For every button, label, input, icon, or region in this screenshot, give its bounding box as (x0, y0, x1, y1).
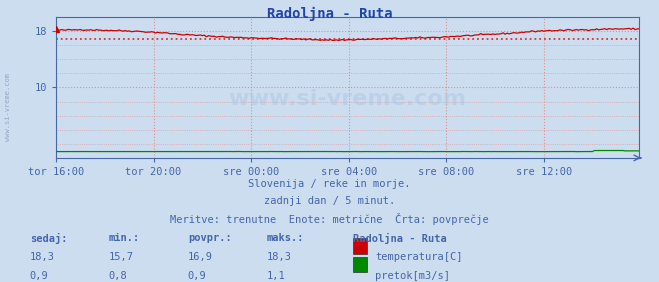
Text: Slovenija / reke in morje.: Slovenija / reke in morje. (248, 179, 411, 189)
Text: povpr.:: povpr.: (188, 233, 231, 243)
Text: zadnji dan / 5 minut.: zadnji dan / 5 minut. (264, 196, 395, 206)
Text: 18,3: 18,3 (30, 252, 55, 262)
Text: Meritve: trenutne  Enote: metrične  Črta: povprečje: Meritve: trenutne Enote: metrične Črta: … (170, 213, 489, 225)
Text: maks.:: maks.: (267, 233, 304, 243)
Text: Radoljna - Ruta: Radoljna - Ruta (267, 7, 392, 21)
Text: 0,8: 0,8 (109, 271, 127, 281)
Text: 0,9: 0,9 (30, 271, 48, 281)
Text: www.si-vreme.com: www.si-vreme.com (229, 89, 467, 109)
Text: www.si-vreme.com: www.si-vreme.com (5, 73, 11, 141)
Text: 1,1: 1,1 (267, 271, 285, 281)
Text: sedaj:: sedaj: (30, 233, 67, 244)
Text: 16,9: 16,9 (188, 252, 213, 262)
Text: pretok[m3/s]: pretok[m3/s] (375, 271, 450, 281)
Text: Radoljna - Ruta: Radoljna - Ruta (353, 233, 446, 244)
Text: 0,9: 0,9 (188, 271, 206, 281)
Text: min.:: min.: (109, 233, 140, 243)
Text: 15,7: 15,7 (109, 252, 134, 262)
Text: 18,3: 18,3 (267, 252, 292, 262)
Text: temperatura[C]: temperatura[C] (375, 252, 463, 262)
